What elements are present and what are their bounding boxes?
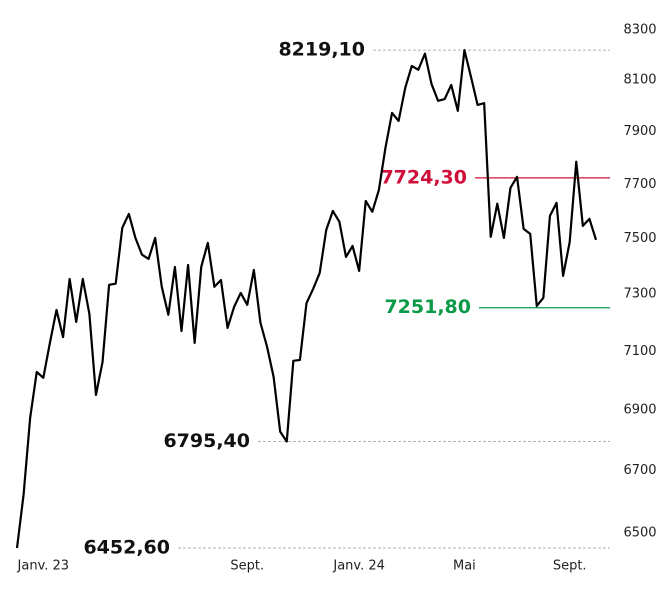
x-tick-label: Janv. 23 bbox=[17, 559, 70, 574]
reference-label: 8219,10 bbox=[278, 39, 365, 61]
y-tick-label: 8300 bbox=[623, 22, 656, 37]
price-line bbox=[15, 49, 598, 549]
y-tick-label: 7700 bbox=[623, 177, 656, 192]
x-tick-label: Janv. 24 bbox=[332, 559, 385, 574]
y-tick-label: 8100 bbox=[623, 73, 656, 88]
y-tick-label: 7900 bbox=[623, 124, 656, 139]
y-tick-label: 6700 bbox=[623, 463, 656, 478]
reference-label: 7251,80 bbox=[384, 296, 471, 318]
reference-label: 6795,40 bbox=[163, 430, 250, 452]
x-tick-label: Sept. bbox=[230, 559, 264, 574]
x-tick-label: Sept. bbox=[553, 559, 587, 574]
reference-label: 7724,30 bbox=[380, 166, 467, 188]
x-tick-label: Mai bbox=[453, 559, 476, 574]
y-tick-label: 7300 bbox=[623, 287, 656, 302]
y-tick-label: 6900 bbox=[623, 403, 656, 418]
reference-label: 6452,60 bbox=[83, 536, 170, 558]
y-tick-label: 7500 bbox=[623, 231, 656, 246]
y-tick-label: 6500 bbox=[623, 525, 656, 540]
y-tick-label: 7100 bbox=[623, 344, 656, 359]
